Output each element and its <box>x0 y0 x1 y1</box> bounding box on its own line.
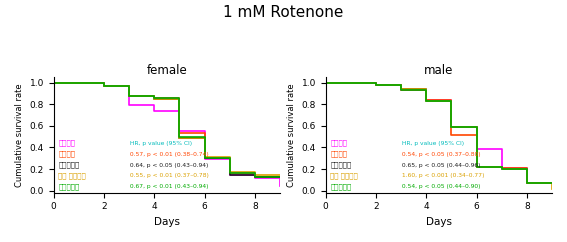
Text: HR, p value (95% CI): HR, p value (95% CI) <box>400 141 464 146</box>
Text: 1 mM Rotenone: 1 mM Rotenone <box>223 5 344 20</box>
X-axis label: Days: Days <box>154 217 180 227</box>
Text: 0.55, p < 0.01 (0.37–0.78): 0.55, p < 0.01 (0.37–0.78) <box>128 174 209 179</box>
Text: 0.64, p < 0.05 (0.43–0.94): 0.64, p < 0.05 (0.43–0.94) <box>128 163 209 167</box>
Text: 0.57, p < 0.01 (0.38–0.74): 0.57, p < 0.01 (0.38–0.74) <box>128 151 209 157</box>
Text: 홍잠배지: 홍잠배지 <box>330 151 347 157</box>
Text: 백옥잠배지: 백옥잠배지 <box>58 162 79 168</box>
Y-axis label: Cumulative survival rate: Cumulative survival rate <box>15 83 24 187</box>
Text: 연복잠배지: 연복잠배지 <box>58 184 79 190</box>
Text: HR, p value (95% CI): HR, p value (95% CI) <box>128 141 192 146</box>
Text: 홍잠배지: 홍잠배지 <box>58 151 75 157</box>
Text: 1.60, p < 0.001 (0.34–0.77): 1.60, p < 0.001 (0.34–0.77) <box>400 174 485 179</box>
Text: 일반배지: 일반배지 <box>58 140 75 146</box>
Text: 0.54, p < 0.05 (0.44–0.90): 0.54, p < 0.05 (0.44–0.90) <box>400 184 481 189</box>
Text: 연복잠배지: 연복잠배지 <box>330 184 352 190</box>
Title: male: male <box>424 64 454 77</box>
Text: 0.65, p < 0.05 (0.44–0.96): 0.65, p < 0.05 (0.44–0.96) <box>400 163 481 167</box>
Title: female: female <box>146 64 187 77</box>
Text: 0.54, p < 0.05 (0.37–0.80): 0.54, p < 0.05 (0.37–0.80) <box>400 151 481 157</box>
Text: 백옥잠배지: 백옥잠배지 <box>330 162 352 168</box>
Text: 0.67, p < 0.01 (0.43–0.94): 0.67, p < 0.01 (0.43–0.94) <box>128 184 209 189</box>
Text: 일반배지: 일반배지 <box>330 140 347 146</box>
Text: 골든 실크배지: 골든 실크배지 <box>58 173 86 179</box>
X-axis label: Days: Days <box>426 217 452 227</box>
Y-axis label: Cumulative survival rate: Cumulative survival rate <box>287 83 296 187</box>
Text: 골든 실크배지: 골든 실크배지 <box>330 173 358 179</box>
